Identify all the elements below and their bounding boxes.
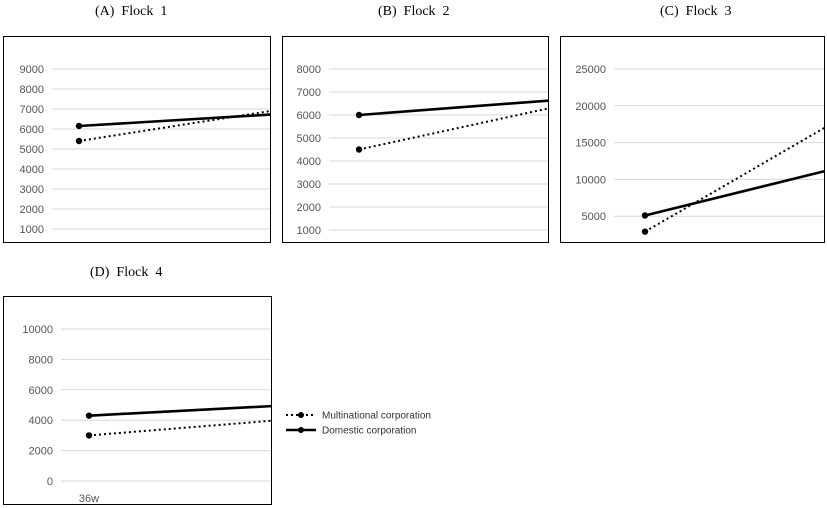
x-tick-label: 36w — [79, 493, 99, 504]
data-point-domestic — [85, 412, 93, 419]
y-tick-label: 3000 — [297, 179, 321, 191]
y-tick-label: 3000 — [20, 184, 44, 196]
y-tick-label: 5000 — [582, 211, 606, 223]
chart-plot-area: 050001000015000200002500036w48w60w — [575, 64, 824, 235]
y-tick-label: 4000 — [297, 156, 321, 168]
series-line-domestic — [88, 404, 271, 417]
chart-plot-area: 010002000300040005000600070008000900036w… — [20, 64, 270, 236]
data-point-domestic — [641, 212, 649, 219]
panel-d-chart: 020004000600080001000036w48w60w — [3, 296, 272, 505]
legend-domestic-label: Domestic corporation — [322, 426, 416, 437]
data-point-multinational — [75, 137, 83, 145]
y-tick-label: 2000 — [29, 446, 53, 458]
y-tick-label: 1000 — [297, 225, 321, 237]
panel-d-title: (D) Flock 4 — [90, 265, 163, 280]
chart-plot-area: 020004000600080001000036w48w60w — [22, 324, 271, 504]
y-tick-label: 4000 — [29, 415, 53, 427]
y-tick-label: 5000 — [297, 133, 321, 145]
y-tick-label: 6000 — [20, 124, 44, 136]
y-tick-label: 2000 — [297, 202, 321, 214]
y-tick-label: 6000 — [297, 110, 321, 122]
y-tick-label: 10000 — [575, 174, 606, 186]
y-tick-label: 15000 — [575, 138, 606, 150]
panel-c-chart: 050001000015000200002500036w48w60w — [560, 36, 825, 243]
legend-multinational-marker — [298, 412, 304, 418]
y-tick-label: 5000 — [20, 144, 44, 156]
y-tick-label: 25000 — [575, 64, 606, 76]
y-tick-label: 4000 — [20, 164, 44, 176]
chart-plot-area: 01000200030004000500060007000800036w48w6… — [297, 64, 548, 237]
y-tick-label: 9000 — [20, 64, 44, 76]
y-tick-label: 2000 — [20, 204, 44, 216]
legend-multinational-label: Multinational corporation — [322, 411, 431, 422]
data-point-multinational — [355, 146, 363, 153]
data-point-multinational — [641, 228, 649, 235]
panel-a-title: (A) Flock 1 — [95, 4, 168, 19]
y-tick-label: 7000 — [297, 87, 321, 99]
panel-a-chart: 010002000300040005000600070008000900036w… — [3, 36, 271, 243]
series-line-domestic — [78, 113, 270, 128]
y-tick-label: 10000 — [22, 324, 53, 336]
panel-b-title: (B) Flock 2 — [378, 4, 450, 19]
y-tick-label: 1000 — [20, 224, 44, 236]
y-tick-label: 6000 — [29, 385, 53, 397]
y-tick-label: 8000 — [29, 354, 53, 366]
y-tick-label: 0 — [47, 476, 53, 488]
series-line-multinational — [644, 126, 824, 233]
data-point-domestic — [75, 122, 83, 130]
series-line-multinational — [358, 107, 548, 151]
series-line-domestic — [644, 170, 824, 217]
panel-b-chart: 01000200030004000500060007000800036w48w6… — [282, 36, 549, 243]
y-tick-label: 8000 — [297, 64, 321, 76]
y-tick-label: 7000 — [20, 104, 44, 116]
series-line-multinational — [78, 110, 270, 142]
legend-domestic-marker — [298, 427, 304, 433]
panel-c-title: (C) Flock 3 — [660, 4, 732, 19]
data-point-domestic — [355, 111, 363, 119]
y-tick-label: 8000 — [20, 84, 44, 96]
y-tick-label: 20000 — [575, 101, 606, 113]
data-point-multinational — [85, 432, 93, 439]
chart-legend: Multinational corporation Domestic corpo… — [286, 411, 431, 437]
series-line-domestic — [358, 99, 548, 117]
